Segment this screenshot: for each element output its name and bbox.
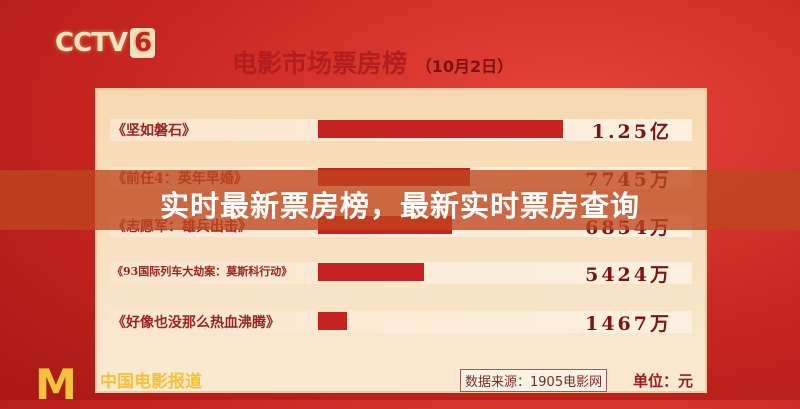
value-label: 1467万 <box>585 313 672 335</box>
value-label: 1.25亿 <box>591 121 672 143</box>
chart-row: 《93国际列车大劫案：莫斯科行动》 5424万 <box>110 262 692 286</box>
unit-label: 单位：元 <box>633 372 694 390</box>
chart-title: 电影市场票房榜 （10月2日） <box>232 44 513 80</box>
data-source: 数据来源：1905电影网 <box>460 369 608 392</box>
headline-text: 实时最新票房榜，最新实时票房查询 <box>159 189 640 223</box>
category-label: 《好像也没那么热血沸腾》 <box>112 315 280 331</box>
bar <box>318 263 425 281</box>
category-label: 《坚如磐石》 <box>112 123 196 139</box>
bar <box>318 312 347 330</box>
bar <box>318 120 563 138</box>
chart-row: 《坚如磐石》 1.25亿 <box>110 119 692 143</box>
value-label: 5424万 <box>585 264 672 286</box>
headline-banner: 实时最新票房榜，最新实时票房查询 <box>0 170 800 230</box>
title-date: （10月2日） <box>415 57 514 76</box>
chart-row: 《好像也没那么热血沸腾》 1467万 <box>110 311 692 335</box>
cctv6-logo: CCTV 6 <box>55 28 156 58</box>
brand-text: 中国电影报道 <box>100 372 202 392</box>
title-text: 电影市场票房榜 <box>232 49 408 78</box>
movie-news-logo: M <box>35 360 77 409</box>
category-label: 《93国际列车大劫案：莫斯科行动》 <box>112 265 293 278</box>
